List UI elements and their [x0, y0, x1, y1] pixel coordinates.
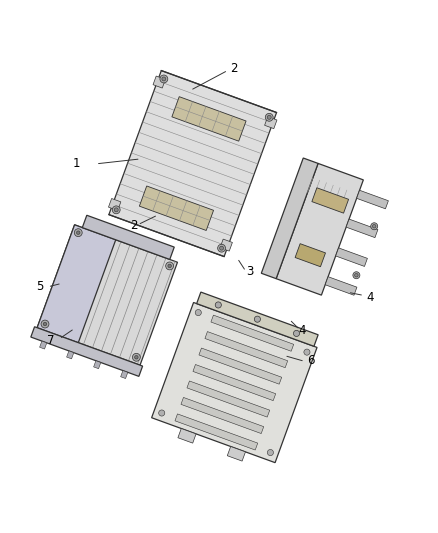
- Polygon shape: [181, 398, 264, 433]
- Text: 3: 3: [246, 265, 253, 278]
- Circle shape: [293, 330, 300, 336]
- Polygon shape: [152, 302, 317, 463]
- Circle shape: [114, 208, 118, 212]
- Circle shape: [112, 206, 120, 214]
- Polygon shape: [205, 332, 288, 368]
- Polygon shape: [175, 414, 258, 450]
- Circle shape: [132, 353, 140, 361]
- Polygon shape: [265, 117, 277, 128]
- Text: 5: 5: [36, 280, 43, 293]
- Polygon shape: [109, 198, 121, 211]
- Polygon shape: [153, 76, 166, 88]
- Circle shape: [372, 224, 376, 228]
- Circle shape: [168, 264, 171, 268]
- Polygon shape: [346, 219, 378, 238]
- Circle shape: [254, 316, 261, 322]
- Circle shape: [267, 115, 271, 119]
- Text: 2: 2: [230, 62, 238, 75]
- Polygon shape: [187, 381, 270, 417]
- Polygon shape: [276, 164, 364, 295]
- Polygon shape: [120, 370, 128, 378]
- Polygon shape: [227, 447, 245, 461]
- Polygon shape: [211, 315, 294, 351]
- Polygon shape: [357, 190, 389, 209]
- Circle shape: [355, 273, 358, 277]
- Circle shape: [43, 322, 47, 326]
- Circle shape: [159, 410, 165, 416]
- Text: 4: 4: [366, 290, 374, 304]
- Circle shape: [166, 262, 173, 270]
- Polygon shape: [67, 351, 74, 359]
- Circle shape: [371, 223, 378, 230]
- Text: 6: 6: [307, 354, 315, 367]
- Polygon shape: [31, 327, 143, 376]
- Circle shape: [219, 246, 223, 250]
- Polygon shape: [94, 361, 101, 369]
- Text: 1: 1: [73, 157, 81, 170]
- Circle shape: [74, 229, 82, 237]
- Circle shape: [267, 449, 273, 456]
- Polygon shape: [261, 158, 318, 279]
- Circle shape: [215, 302, 221, 308]
- Circle shape: [265, 114, 273, 121]
- Polygon shape: [37, 225, 116, 343]
- Polygon shape: [193, 365, 276, 401]
- Text: 2: 2: [130, 219, 138, 232]
- Text: 4: 4: [298, 324, 306, 336]
- Polygon shape: [139, 186, 214, 230]
- Circle shape: [41, 320, 49, 328]
- Polygon shape: [37, 225, 177, 365]
- Polygon shape: [109, 70, 276, 256]
- Circle shape: [160, 75, 168, 83]
- Polygon shape: [82, 215, 174, 260]
- Polygon shape: [295, 244, 325, 266]
- Text: 7: 7: [46, 335, 54, 348]
- Polygon shape: [325, 277, 357, 295]
- Polygon shape: [178, 429, 196, 443]
- Circle shape: [304, 349, 310, 355]
- Circle shape: [77, 231, 80, 235]
- Polygon shape: [312, 188, 349, 213]
- Circle shape: [162, 77, 166, 81]
- Circle shape: [195, 310, 201, 316]
- Polygon shape: [199, 348, 282, 384]
- Polygon shape: [197, 292, 318, 346]
- Polygon shape: [220, 239, 233, 251]
- Circle shape: [353, 272, 360, 279]
- Polygon shape: [336, 248, 367, 266]
- Circle shape: [134, 356, 138, 359]
- Circle shape: [218, 244, 226, 252]
- Polygon shape: [172, 96, 246, 141]
- Polygon shape: [39, 341, 47, 349]
